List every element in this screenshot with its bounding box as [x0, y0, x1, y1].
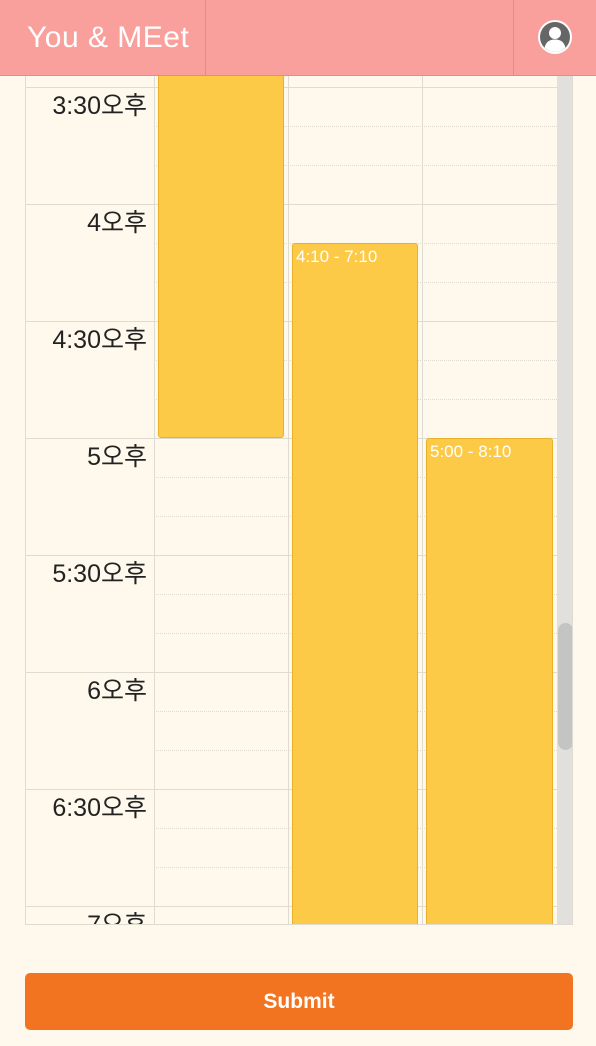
calendar-scrollbar[interactable]	[557, 76, 572, 924]
event-time-label: 5:00 - 8:10	[430, 442, 512, 461]
time-label: 4오후	[87, 209, 147, 237]
column-divider	[154, 76, 155, 924]
user-avatar-icon[interactable]	[538, 20, 572, 54]
slot-line	[26, 555, 557, 556]
time-label: 3:30오후	[52, 92, 147, 120]
event-block-1[interactable]	[158, 76, 284, 438]
slot-line	[26, 789, 557, 790]
minor-slot-line	[154, 165, 557, 166]
time-label: 6오후	[87, 677, 147, 705]
event-block-3[interactable]: 5:00 - 8:10	[426, 438, 553, 924]
slot-line	[26, 204, 557, 205]
time-label: 5오후	[87, 443, 147, 471]
app-header: You & MEet	[0, 0, 596, 76]
time-label: 6:30오후	[52, 794, 147, 822]
column-divider	[422, 76, 423, 924]
slot-line	[26, 906, 557, 907]
column-divider	[288, 76, 289, 924]
slot-line	[26, 321, 557, 322]
slot-line	[26, 438, 557, 439]
event-block-2[interactable]: 4:10 - 7:10	[292, 243, 418, 924]
profile-button[interactable]	[513, 0, 596, 76]
time-label: 7오후	[87, 911, 147, 925]
time-label: 4:30오후	[52, 326, 147, 354]
event-time-label: 4:10 - 7:10	[296, 247, 378, 266]
submit-button[interactable]: Submit	[25, 973, 573, 1030]
time-label: 5:30오후	[52, 560, 147, 588]
scrollbar-thumb[interactable]	[558, 623, 572, 750]
slot-line	[26, 87, 557, 88]
slot-line	[26, 672, 557, 673]
brand-logo[interactable]: You & MEet	[0, 0, 206, 76]
minor-slot-line	[154, 126, 557, 127]
week-calendar[interactable]: 3:30오후 4오후 4:30오후 5오후 5:30오후 6오후 6:30오후 …	[25, 76, 573, 925]
